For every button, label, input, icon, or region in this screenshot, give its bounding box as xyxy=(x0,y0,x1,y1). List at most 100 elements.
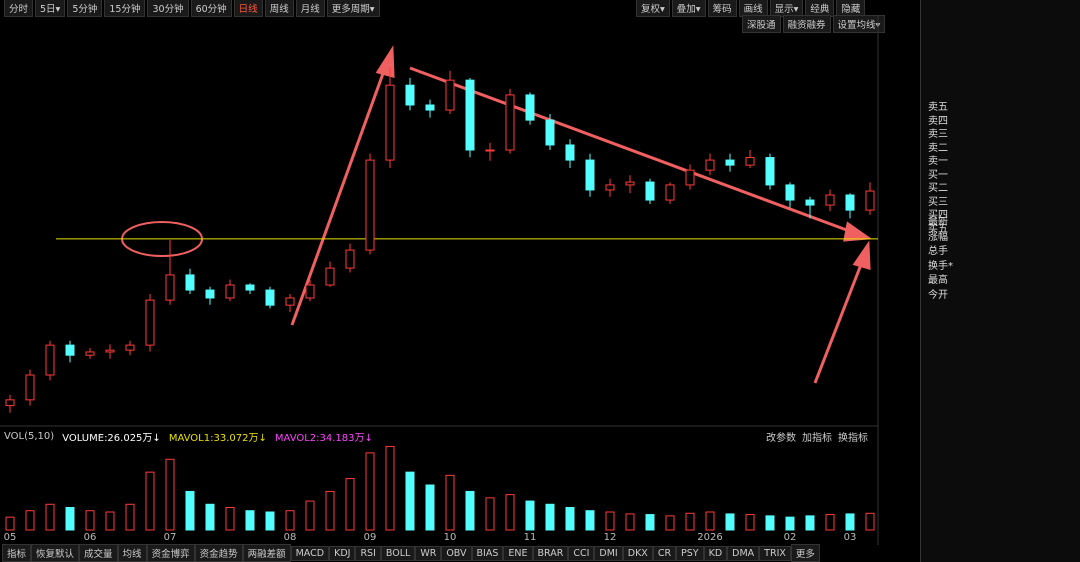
candle-body xyxy=(545,119,555,146)
button[interactable]: BRAR xyxy=(532,545,569,561)
button[interactable]: 30分钟 xyxy=(147,0,189,17)
button[interactable]: 成交量 xyxy=(79,544,118,562)
period-toolbar: 分时 5日▾ 5分钟 15分钟 30分钟 60分钟 日线 周线 月线 更多周期▾ xyxy=(4,0,380,17)
button[interactable]: 融资融券 xyxy=(782,15,831,33)
button[interactable]: 深股通 xyxy=(742,15,781,33)
button[interactable]: CR xyxy=(652,545,677,561)
button[interactable]: CCI xyxy=(568,545,595,561)
quote-row-label: 买三 xyxy=(928,196,948,208)
button[interactable]: 设置均线▾ xyxy=(832,15,886,33)
volume-bar xyxy=(405,471,415,531)
button[interactable]: 更多周期▾ xyxy=(326,0,380,17)
candle-body xyxy=(785,184,795,201)
button[interactable]: 15分钟 xyxy=(104,0,146,17)
button[interactable]: 叠加▾ xyxy=(671,0,706,17)
volume-bar xyxy=(785,516,795,531)
volume-bar xyxy=(765,515,775,531)
candle-body xyxy=(505,94,515,151)
button[interactable]: KD xyxy=(703,545,728,561)
button[interactable]: KDJ xyxy=(329,545,356,561)
volume-bar xyxy=(445,474,455,531)
button[interactable]: DMI xyxy=(594,545,623,561)
volume-bar xyxy=(265,511,275,531)
volume-bar xyxy=(245,510,255,531)
button[interactable]: ENE xyxy=(503,545,533,561)
volume-bar xyxy=(485,497,495,531)
candle-body xyxy=(5,399,15,407)
volume-header: VOL(5,10) VOLUME:26.025万↓ MAVOL1:33.072万↓ M… xyxy=(4,429,373,444)
quote-stat-label: 涨幅 xyxy=(928,231,948,243)
x-tick-label: 05 xyxy=(4,532,17,543)
button[interactable]: 资金博弈 xyxy=(146,544,195,562)
button[interactable]: 5日▾ xyxy=(35,0,66,17)
button[interactable]: WR xyxy=(415,545,442,561)
quote-row-label: 卖五 xyxy=(928,102,948,113)
button[interactable]: RSI xyxy=(355,545,381,561)
candle-body xyxy=(465,79,475,151)
volume-bar xyxy=(525,500,535,531)
button[interactable]: 60分钟 xyxy=(190,0,232,17)
volume-bar xyxy=(145,471,155,531)
x-tick-label: 09 xyxy=(364,532,377,543)
candle-body xyxy=(225,284,235,299)
button[interactable]: BOLL xyxy=(380,545,416,561)
volume-bar xyxy=(845,513,855,531)
quote-stat-label: 最高 xyxy=(928,275,948,286)
button[interactable]: 换指标 xyxy=(838,433,868,444)
volume-bar xyxy=(805,515,815,531)
button[interactable]: 两融差额 xyxy=(242,544,291,562)
volume-bar xyxy=(225,507,235,531)
right-toolbar: 复权▾ 叠加▾ 筹码 画线 显示▾ 经典 隐藏 xyxy=(636,0,866,17)
button[interactable]: MACD xyxy=(290,545,330,561)
candle-body xyxy=(765,157,775,186)
volume-bar xyxy=(105,511,115,531)
button[interactable]: 资金趋势 xyxy=(194,544,243,562)
candle-body xyxy=(825,194,835,206)
candle-body xyxy=(525,94,535,121)
button[interactable]: PSY xyxy=(676,545,704,561)
button[interactable]: OBV xyxy=(441,545,472,561)
button[interactable]: 月线 xyxy=(295,0,325,17)
volume-bar xyxy=(705,511,715,531)
button[interactable]: 加指标 xyxy=(802,433,832,444)
candle-body xyxy=(705,159,715,171)
volume-bar xyxy=(165,458,175,531)
candle-body xyxy=(245,284,255,291)
quote-stat-label: 换手* xyxy=(928,260,953,272)
button[interactable]: DKX xyxy=(622,545,653,561)
volume-bar xyxy=(325,490,335,531)
button[interactable]: 周线 xyxy=(264,0,294,17)
button[interactable]: 更多 xyxy=(790,544,820,562)
volume-bar xyxy=(385,445,395,531)
candle-body xyxy=(205,289,215,299)
button[interactable]: 日线 xyxy=(233,0,263,17)
candle-body xyxy=(745,157,755,166)
quote-row-label: 买四 xyxy=(928,210,948,221)
volume-buttons: 改参数 加指标 换指标 xyxy=(766,429,868,444)
button[interactable]: TRIX xyxy=(759,545,791,561)
button[interactable]: 筹码 xyxy=(707,0,737,17)
button[interactable]: 恢复默认 xyxy=(31,544,80,562)
button[interactable]: 指标 xyxy=(2,544,32,562)
button[interactable]: 改参数 xyxy=(766,433,796,444)
volume-bar xyxy=(85,510,95,531)
quote-row-label: 买二 xyxy=(928,183,948,194)
button[interactable]: 均线 xyxy=(117,544,147,562)
button[interactable]: 复权▾ xyxy=(636,0,670,17)
volume-bar xyxy=(25,510,35,531)
volume-bar xyxy=(825,514,835,531)
volume-bar xyxy=(725,513,735,531)
button[interactable]: 分时 xyxy=(4,0,34,17)
button[interactable]: DMA xyxy=(727,545,760,561)
candle-body xyxy=(65,344,75,356)
button[interactable]: BIAS xyxy=(471,545,504,561)
button[interactable]: 5分钟 xyxy=(67,0,103,17)
candle-body xyxy=(305,284,315,299)
candle-body xyxy=(145,299,155,346)
volume-bar xyxy=(565,507,575,531)
x-tick-label: 07 xyxy=(164,532,177,543)
candle-body xyxy=(725,159,735,166)
chart: 05 06 07 08 09 10 11 12 2026 02 03 xyxy=(0,16,879,545)
quote-stat-label: 最新 xyxy=(928,217,948,228)
volume-bar xyxy=(205,503,215,531)
